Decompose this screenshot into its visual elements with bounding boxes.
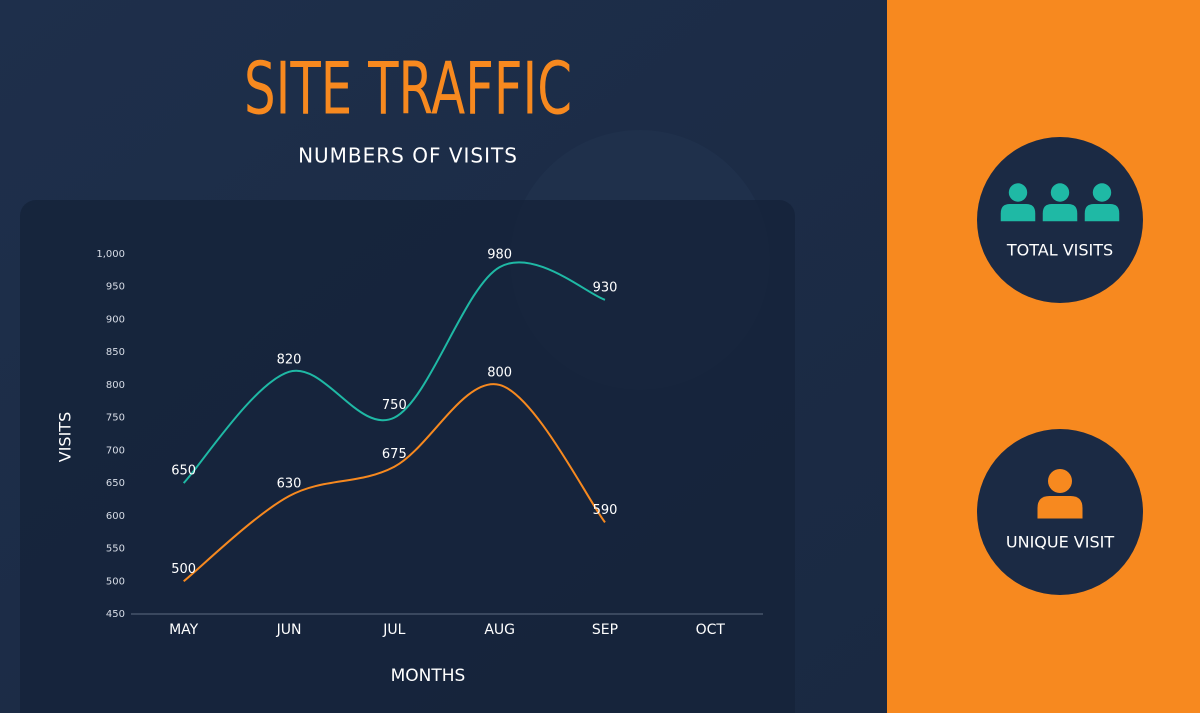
data-label: 980 — [487, 248, 512, 263]
chart-title: SITE TRAFFIC — [244, 47, 572, 131]
y-tick-label: 1,000 — [96, 249, 125, 260]
legend-icon — [1042, 204, 1078, 222]
legend-icon — [1084, 204, 1120, 222]
y-axis-label: VISITS — [56, 412, 75, 462]
data-label: 500 — [171, 562, 196, 577]
y-tick-label: 950 — [106, 282, 125, 293]
legend-icon — [1050, 183, 1070, 202]
x-tick-label: JUN — [276, 622, 302, 638]
data-label: 930 — [593, 280, 618, 295]
legend-label: TOTAL VISITS — [1006, 241, 1113, 260]
y-tick-label: 750 — [106, 413, 125, 424]
x-tick-label: JUL — [382, 622, 405, 638]
y-tick-label: 700 — [106, 445, 125, 456]
x-tick-label: OCT — [696, 622, 726, 638]
x-tick-label: MAY — [169, 622, 199, 638]
x-axis-label: MONTHS — [391, 666, 466, 686]
y-tick-label: 800 — [106, 380, 125, 391]
legend-label: UNIQUE VISIT — [1006, 533, 1114, 552]
data-label: 750 — [382, 398, 407, 413]
legend-icon — [1000, 204, 1036, 222]
data-label: 650 — [171, 464, 196, 479]
chart-subtitle: NUMBERS OF VISITS — [298, 144, 518, 168]
right-panel — [887, 0, 1200, 713]
y-tick-label: 550 — [106, 544, 125, 555]
y-tick-label: 900 — [106, 314, 125, 325]
legend-icon — [1037, 496, 1083, 519]
data-label: 630 — [277, 477, 302, 492]
x-tick-label: AUG — [484, 622, 515, 638]
data-label: 590 — [593, 503, 618, 518]
y-tick-label: 450 — [106, 609, 125, 620]
data-label: 800 — [487, 365, 512, 380]
y-tick-label: 500 — [106, 576, 125, 587]
y-tick-label: 600 — [106, 511, 125, 522]
line — [183, 383, 606, 583]
legend-icon — [1048, 469, 1072, 493]
legend-icon — [1092, 183, 1112, 202]
y-tick-label: 650 — [106, 478, 125, 489]
data-label: 820 — [277, 352, 302, 367]
x-tick-label: SEP — [592, 622, 618, 638]
y-tick-label: 850 — [106, 347, 125, 358]
legend-icon — [1008, 183, 1028, 202]
line — [182, 261, 606, 484]
data-label: 675 — [382, 447, 407, 462]
